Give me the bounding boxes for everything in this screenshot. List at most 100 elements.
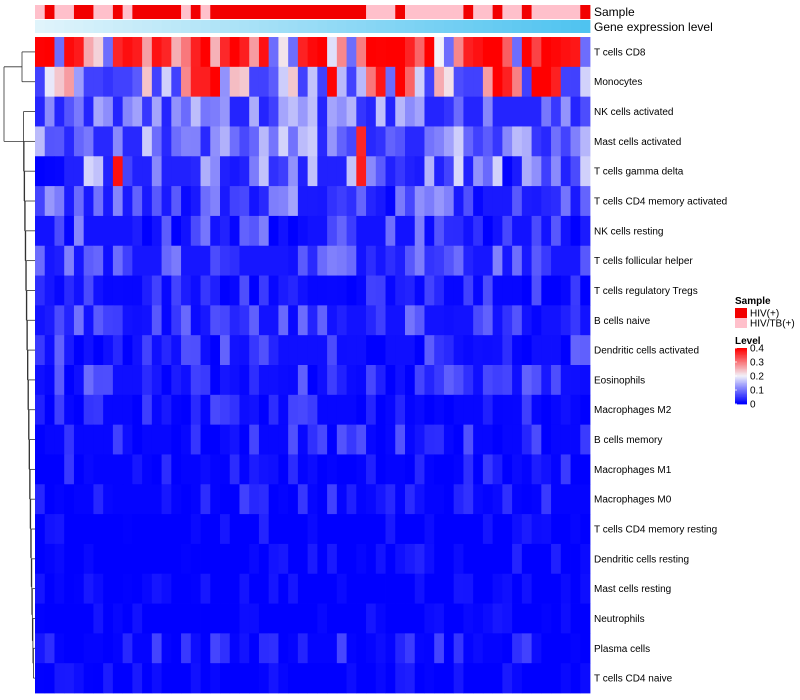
heatmap-cell-r6-c44 bbox=[463, 215, 474, 247]
legend-level-step-19 bbox=[735, 374, 747, 377]
heatmap-cell-r5-c41 bbox=[434, 186, 445, 217]
heatmap-cell-r13-c5 bbox=[83, 424, 94, 455]
heatmap-cell-r6-c53 bbox=[551, 215, 562, 247]
heatmap-cell-r15-c36 bbox=[385, 484, 396, 515]
heatmap-cell-r1-c10 bbox=[132, 66, 143, 98]
heatmap-cell-r5-c15 bbox=[181, 186, 192, 217]
heatmap-cell-r4-c38 bbox=[405, 156, 416, 187]
heatmap-cell-r8-c32 bbox=[346, 275, 357, 306]
heatmap-cell-r19-c4 bbox=[73, 603, 85, 634]
heatmap-cell-r16-c24 bbox=[268, 514, 279, 545]
heatmap-cell-r16-c44 bbox=[463, 514, 474, 545]
heatmap-cell-r12-c26 bbox=[288, 394, 299, 426]
heatmap-cell-r8-c6 bbox=[93, 275, 104, 306]
heatmap-cell-r17-c8 bbox=[112, 543, 124, 575]
sample-annotation-cell-39 bbox=[414, 5, 425, 19]
legend-level-step-33 bbox=[735, 394, 747, 396]
heatmap-cell-r21-c20 bbox=[229, 663, 240, 694]
heatmap-cell-r16-c19 bbox=[220, 514, 231, 545]
heatmap-cell-r9-c20 bbox=[229, 305, 240, 336]
legend-level-step-3 bbox=[735, 352, 747, 354]
heatmap-cell-r3-c44 bbox=[463, 126, 474, 157]
expression-annotation-cell-3 bbox=[64, 20, 75, 33]
heatmap-cell-r20-c25 bbox=[278, 633, 289, 664]
heatmap-cell-r3-c52 bbox=[541, 126, 552, 157]
heatmap-cell-r7-c31 bbox=[336, 245, 347, 276]
row-dendrogram bbox=[3, 51, 35, 679]
heatmap-cell-r8-c47 bbox=[492, 275, 503, 306]
heatmap-cell-r1-c50 bbox=[521, 66, 532, 98]
heatmap-cell-r4-c27 bbox=[297, 156, 309, 187]
sample-annotation-cell-21 bbox=[239, 5, 250, 19]
heatmap-cell-r1-c41 bbox=[434, 66, 445, 98]
heatmap-cell-r15-c52 bbox=[541, 484, 552, 515]
heatmap-cell-r8-c19 bbox=[220, 275, 231, 306]
heatmap-cell-r19-c46 bbox=[482, 603, 494, 634]
heatmap-cell-r10-c27 bbox=[297, 335, 309, 366]
heatmap-cell-r12-c17 bbox=[200, 394, 211, 426]
heatmap-cell-r0-c47 bbox=[492, 37, 503, 68]
heatmap-cell-r3-c11 bbox=[142, 126, 153, 157]
heatmap-cell-r17-c17 bbox=[200, 543, 211, 575]
heatmap-cell-r7-c18 bbox=[210, 245, 221, 276]
heatmap-cell-r20-c52 bbox=[541, 633, 552, 664]
heatmap-cell-r2-c8 bbox=[112, 96, 124, 127]
heatmap-cell-r3-c31 bbox=[336, 126, 347, 157]
expression-annotation-cell-33 bbox=[356, 20, 367, 33]
heatmap-cell-r21-c49 bbox=[512, 663, 523, 694]
heatmap-cell-r7-c9 bbox=[122, 245, 133, 276]
heatmap-cell-r18-c2 bbox=[54, 573, 65, 604]
heatmap-cell-r1-c20 bbox=[229, 66, 240, 98]
sample-annotation-cell-34 bbox=[366, 5, 377, 19]
heatmap-cell-r14-c17 bbox=[200, 454, 211, 485]
heatmap-cell-r21-c35 bbox=[375, 663, 386, 694]
heatmap-cell-r16-c10 bbox=[132, 514, 143, 545]
heatmap-cell-r19-c18 bbox=[210, 603, 221, 634]
heatmap-cell-r16-c26 bbox=[288, 514, 299, 545]
heatmap-cell-r6-c10 bbox=[132, 215, 143, 247]
heatmap-cell-r12-c53 bbox=[551, 394, 562, 426]
sample-annotation-cell-13 bbox=[161, 5, 172, 19]
heatmap-cell-r1-c6 bbox=[93, 66, 104, 98]
heatmap-cell-r15-c16 bbox=[190, 484, 201, 515]
heatmap-cell-r0-c51 bbox=[531, 37, 542, 68]
heatmap-cell-r1-c46 bbox=[482, 66, 494, 98]
heatmap-cell-r13-c15 bbox=[181, 424, 192, 455]
heatmap-cell-r0-c26 bbox=[288, 37, 299, 68]
heatmap-cell-r12-c6 bbox=[93, 394, 104, 426]
heatmap-cell-r16-c11 bbox=[142, 514, 153, 545]
expression-annotation-cell-43 bbox=[453, 20, 464, 33]
heatmap-cell-r6-c41 bbox=[434, 215, 445, 247]
legend-level-label-1: 0.3 bbox=[750, 358, 764, 369]
heatmap-cell-r11-c39 bbox=[414, 365, 425, 396]
heatmap-cell-r17-c46 bbox=[482, 543, 494, 575]
heatmap-cell-r18-c28 bbox=[307, 573, 318, 604]
heatmap-cell-r18-c30 bbox=[327, 573, 338, 604]
heatmap-cell-r0-c16 bbox=[190, 37, 201, 68]
heatmap-cell-r15-c17 bbox=[200, 484, 211, 515]
heatmap-cell-r21-c3 bbox=[64, 663, 75, 694]
heatmap-cell-r11-c43 bbox=[453, 365, 464, 396]
heatmap-cell-r7-c51 bbox=[531, 245, 542, 276]
heatmap-cell-r8-c13 bbox=[161, 275, 172, 306]
heatmap-cell-r15-c4 bbox=[73, 484, 85, 515]
heatmap-cell-r8-c17 bbox=[200, 275, 211, 306]
heatmap-cell-r0-c23 bbox=[258, 37, 270, 68]
heatmap-cell-r1-c37 bbox=[395, 66, 406, 98]
expression-annotation-cell-0 bbox=[35, 20, 46, 33]
heatmap-cell-r20-c32 bbox=[346, 633, 357, 664]
heatmap-cell-r10-c31 bbox=[336, 335, 347, 366]
heatmap-cell-r21-c9 bbox=[122, 663, 133, 694]
sample-annotation-cell-8 bbox=[112, 5, 124, 19]
heatmap-cell-r9-c48 bbox=[502, 305, 513, 336]
heatmap-cell-r6-c12 bbox=[151, 215, 162, 247]
legend-sample-label-0: HIV(+) bbox=[750, 309, 779, 320]
heatmap-cell-r0-c31 bbox=[336, 37, 347, 68]
heatmap-cell-r4-c28 bbox=[307, 156, 318, 187]
heatmap-cell-r9-c3 bbox=[64, 305, 75, 336]
heatmap-cell-r4-c3 bbox=[64, 156, 75, 187]
heatmap-cell-r9-c53 bbox=[551, 305, 562, 336]
heatmap-cell-r11-c34 bbox=[366, 365, 377, 396]
heatmap-cell-r4-c5 bbox=[83, 156, 94, 187]
heatmap-cell-r18-c33 bbox=[356, 573, 367, 604]
